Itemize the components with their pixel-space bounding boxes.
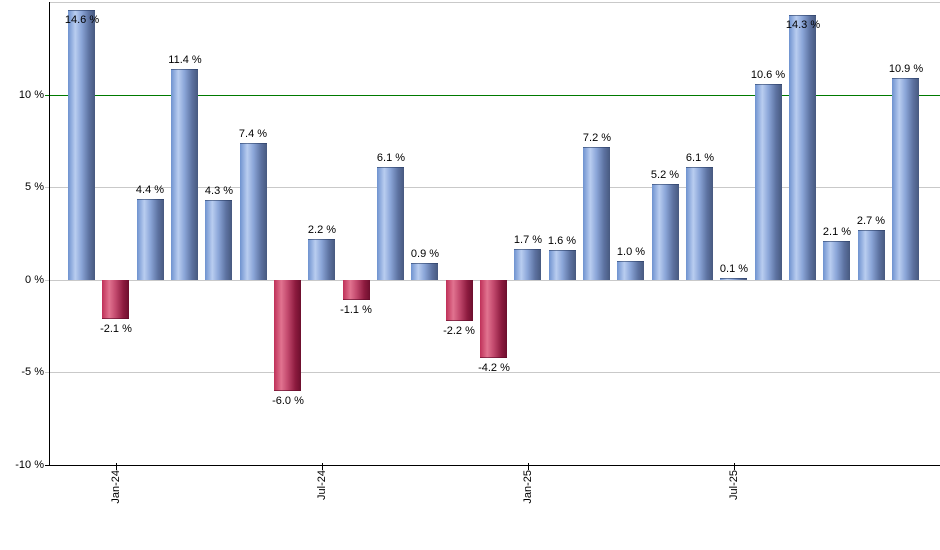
x-axis-tick <box>322 463 323 470</box>
bar <box>171 69 198 280</box>
y-axis-tick <box>45 187 49 188</box>
bar <box>68 10 95 280</box>
bar-value-label: 4.4 % <box>135 184 165 196</box>
y-axis-label: 10 % <box>18 89 44 101</box>
bar-value-label: 10.9 % <box>888 63 924 75</box>
bar <box>549 250 576 280</box>
bar-value-label: 6.1 % <box>376 152 406 164</box>
bar-value-label: 7.4 % <box>238 128 268 140</box>
bar-value-label: 10.6 % <box>750 69 786 81</box>
bar-value-label: 2.7 % <box>856 215 886 227</box>
y-axis-tick <box>45 280 49 281</box>
x-axis-label: Jan-25 <box>522 470 534 504</box>
bar <box>892 78 919 280</box>
y-axis-label: -10 % <box>15 459 44 471</box>
bar <box>755 84 782 280</box>
x-axis-label: Jul-25 <box>728 470 740 500</box>
bar-value-label: 2.2 % <box>307 224 337 236</box>
x-axis-label: Jan-24 <box>110 470 122 504</box>
y-axis-line <box>49 2 50 465</box>
bar <box>377 167 404 280</box>
bar-value-label: 4.3 % <box>204 185 234 197</box>
bar-value-label: 7.2 % <box>582 132 612 144</box>
bar-value-label: 0.9 % <box>410 248 440 260</box>
bar-value-label: 0.1 % <box>719 263 749 275</box>
y-gridline <box>49 2 940 3</box>
bar <box>102 280 129 319</box>
bar-value-label: 11.4 % <box>168 54 202 66</box>
bar <box>720 278 747 280</box>
y-axis-label: -5 % <box>21 366 44 378</box>
bar-value-label: 1.7 % <box>513 234 543 246</box>
bar <box>137 199 164 280</box>
bar-value-label: 1.0 % <box>616 246 646 258</box>
bar <box>480 280 507 358</box>
y-axis-label: 5 % <box>25 181 44 193</box>
bar <box>514 249 541 280</box>
bar <box>411 263 438 280</box>
bar <box>789 15 816 280</box>
bar-value-label: 2.1 % <box>822 226 852 238</box>
reference-line-10pct <box>49 95 940 96</box>
y-axis-label: 0 % <box>25 274 44 286</box>
x-axis-tick <box>528 463 529 470</box>
bar <box>446 280 473 321</box>
bar-value-label: -2.2 % <box>443 325 475 337</box>
bar <box>652 184 679 280</box>
bar-value-label: -2.1 % <box>100 323 132 335</box>
bar <box>686 167 713 280</box>
bar-value-label: 1.6 % <box>547 235 577 247</box>
y-gridline <box>49 372 940 373</box>
bar-value-label: 14.3 % <box>785 19 821 31</box>
bar-value-label: -1.1 % <box>340 304 372 316</box>
y-axis-tick <box>45 372 49 373</box>
bar-value-label: 14.6 % <box>64 14 100 26</box>
bar <box>343 280 370 300</box>
bar <box>617 261 644 280</box>
bar-value-label: 5.2 % <box>650 169 680 181</box>
y-gridline <box>49 187 940 188</box>
bar-value-label: -6.0 % <box>272 395 304 407</box>
x-axis-tick <box>116 463 117 470</box>
bar-value-label: -4.2 % <box>478 362 510 374</box>
bar <box>308 239 335 280</box>
bar-value-label: 6.1 % <box>685 152 715 164</box>
bar <box>240 143 267 280</box>
x-axis-tick <box>734 463 735 470</box>
bar <box>823 241 850 280</box>
bar <box>274 280 301 391</box>
y-axis-tick <box>45 465 49 466</box>
bar <box>583 147 610 280</box>
bar <box>205 200 232 280</box>
x-axis-line <box>49 465 940 466</box>
bar <box>858 230 885 280</box>
y-axis-tick <box>45 95 49 96</box>
x-axis-label: Jul-24 <box>316 470 328 500</box>
